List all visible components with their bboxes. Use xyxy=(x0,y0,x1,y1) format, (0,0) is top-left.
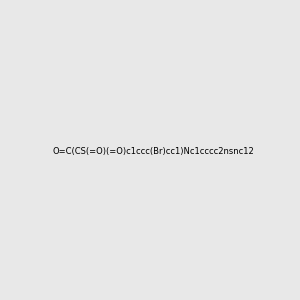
Text: O=C(CS(=O)(=O)c1ccc(Br)cc1)Nc1cccc2nsnc12: O=C(CS(=O)(=O)c1ccc(Br)cc1)Nc1cccc2nsnc1… xyxy=(53,147,255,156)
